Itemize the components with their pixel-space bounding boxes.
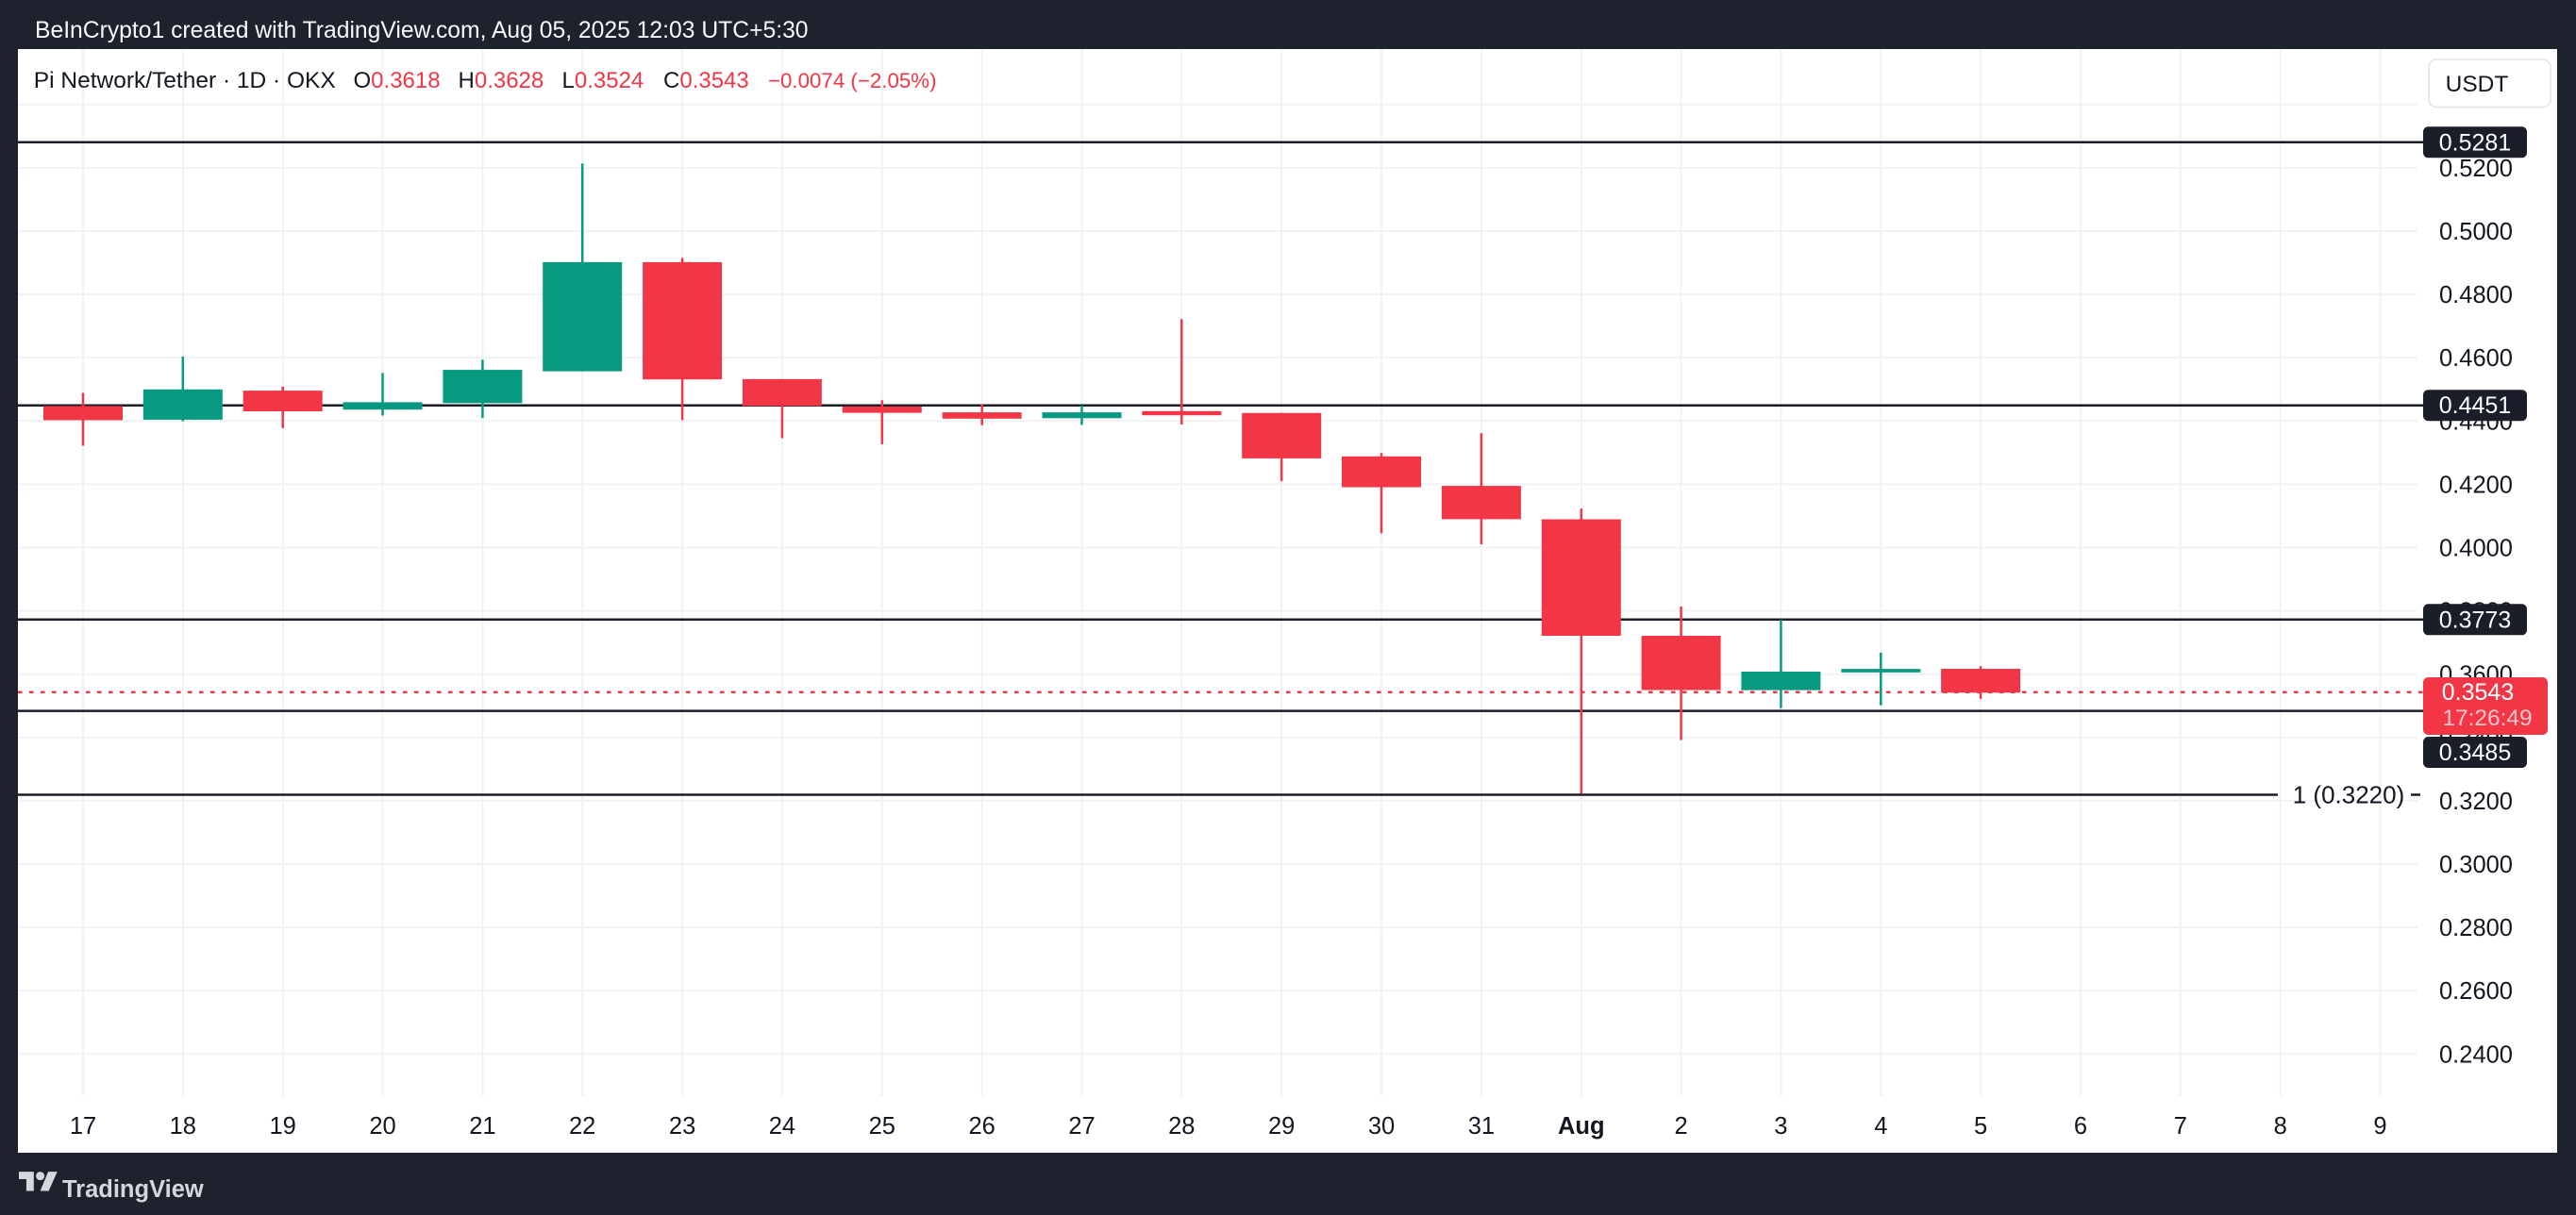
svg-text:H0.3628: H0.3628 — [459, 68, 544, 93]
svg-text:30: 30 — [1368, 1113, 1395, 1140]
svg-text:4: 4 — [1874, 1113, 1887, 1140]
svg-text:9: 9 — [2373, 1113, 2386, 1140]
svg-text:5: 5 — [1974, 1113, 1987, 1140]
svg-text:18: 18 — [170, 1113, 196, 1140]
svg-text:O0.3618: O0.3618 — [354, 68, 441, 93]
svg-text:21: 21 — [469, 1113, 495, 1140]
svg-text:0.4800: 0.4800 — [2439, 282, 2513, 308]
svg-text:6: 6 — [2074, 1113, 2087, 1140]
svg-text:26: 26 — [969, 1113, 995, 1140]
svg-text:0.5200: 0.5200 — [2439, 156, 2513, 182]
svg-text:L0.3524: L0.3524 — [562, 68, 644, 93]
svg-text:17: 17 — [70, 1113, 96, 1140]
svg-text:TradingView: TradingView — [62, 1176, 204, 1203]
svg-text:0.4451: 0.4451 — [2439, 392, 2511, 419]
svg-text:0.5281: 0.5281 — [2439, 129, 2511, 156]
svg-text:0.2400: 0.2400 — [2439, 1041, 2513, 1068]
svg-text:0.4200: 0.4200 — [2439, 472, 2513, 498]
svg-text:27: 27 — [1068, 1113, 1095, 1140]
svg-text:0.2800: 0.2800 — [2439, 915, 2513, 941]
svg-text:0.4600: 0.4600 — [2439, 345, 2513, 372]
svg-text:19: 19 — [270, 1113, 296, 1140]
svg-text:25: 25 — [869, 1113, 895, 1140]
svg-text:0.5000: 0.5000 — [2439, 219, 2513, 245]
svg-text:0.2600: 0.2600 — [2439, 978, 2513, 1005]
svg-text:28: 28 — [1168, 1113, 1195, 1140]
svg-text:0.3000: 0.3000 — [2439, 852, 2513, 878]
svg-text:23: 23 — [669, 1113, 695, 1140]
svg-text:USDT: USDT — [2446, 72, 2509, 97]
svg-text:3: 3 — [1774, 1113, 1787, 1140]
svg-text:0.3200: 0.3200 — [2439, 789, 2513, 815]
svg-text:22: 22 — [569, 1113, 595, 1140]
svg-text:7: 7 — [2174, 1113, 2187, 1140]
svg-text:0.3773: 0.3773 — [2439, 607, 2511, 633]
svg-text:Aug: Aug — [1558, 1113, 1605, 1140]
svg-text:29: 29 — [1268, 1113, 1295, 1140]
svg-text:17:26:49: 17:26:49 — [2442, 706, 2532, 731]
svg-text:31: 31 — [1468, 1113, 1495, 1140]
svg-text:0.3543: 0.3543 — [2442, 679, 2514, 706]
svg-text:8: 8 — [2274, 1113, 2287, 1140]
svg-text:0.3485: 0.3485 — [2439, 740, 2511, 766]
svg-text:Pi Network/Tether · 1D · OKX: Pi Network/Tether · 1D · OKX — [34, 68, 336, 93]
svg-text:1 (0.3220): 1 (0.3220) — [2293, 781, 2405, 809]
svg-text:BeInCrypto1 created with Tradi: BeInCrypto1 created with TradingView.com… — [35, 18, 809, 43]
svg-text:C0.3543: C0.3543 — [663, 68, 749, 93]
svg-text:−0.0074 (−2.05%): −0.0074 (−2.05%) — [768, 69, 937, 92]
svg-text:24: 24 — [769, 1113, 795, 1140]
svg-text:0.4000: 0.4000 — [2439, 536, 2513, 562]
svg-text:2: 2 — [1675, 1113, 1688, 1140]
svg-text:20: 20 — [369, 1113, 395, 1140]
